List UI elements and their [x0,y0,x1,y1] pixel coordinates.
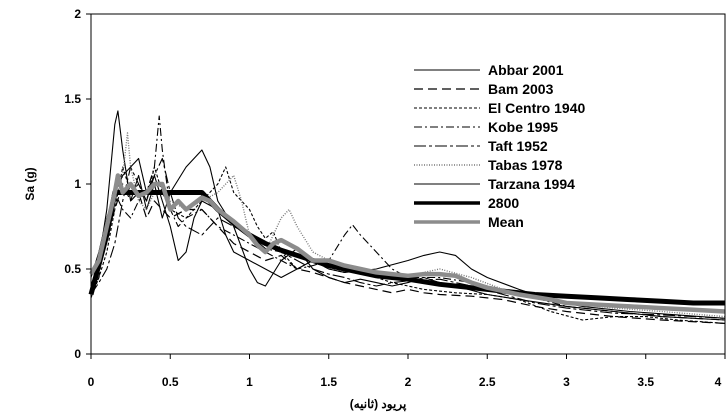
y-axis: 0 0.5 1 1.5 2 [64,7,91,361]
y-tick-label: 1 [74,177,81,191]
legend-label-tabas-1978: Tabas 1978 [488,157,563,173]
x-axis-label: پریود (ثانیه) [350,397,407,412]
legend-label-taft-1952: Taft 1952 [488,138,548,154]
x-tick-label: 3.5 [637,375,654,389]
y-tick-label: 0 [74,347,81,361]
x-tick-label: 4 [715,375,722,389]
series-line-tarzana-1994 [90,157,726,319]
plot-frame [90,13,726,355]
legend-label-mean: Mean [488,214,524,230]
legend-label-kobe-1995: Kobe 1995 [488,119,558,135]
y-tick-label: 0.5 [64,262,81,276]
series-line-kobe-1995 [90,115,726,321]
x-tick-label: 2 [405,375,412,389]
legend: Abbar 2001 Bam 2003 El Centro 1940 Kobe 199… [414,62,585,230]
x-tick-label: 3 [563,375,570,389]
series-line-mean [89,173,726,314]
x-tick-label: 0.5 [162,375,179,389]
legend-label-2800: 2800 [488,195,519,211]
y-tick-label: 1.5 [64,92,81,106]
legend-label-el-centro-1940: El Centro 1940 [488,100,585,116]
series-line-taft-1952 [90,157,726,319]
legend-label-bam-2003: Bam 2003 [488,81,554,97]
legend-label-abbar-2001: Abbar 2001 [488,62,564,78]
x-axis: 0 0.5 1 1.5 2 2.5 3 3.5 4 [88,354,726,389]
x-tick-label: 1.5 [320,375,337,389]
series-line-tabas-1978 [90,132,726,318]
y-tick-label: 2 [74,7,81,21]
series-line-bam-2003 [90,183,726,324]
series-line-abbar-2001 [90,110,726,321]
x-tick-label: 0 [88,375,95,389]
plot-series-group [88,110,726,324]
x-tick-label: 2.5 [479,375,496,389]
x-tick-label: 1 [246,375,253,389]
y-axis-label: Sa (g) [23,167,37,200]
legend-label-tarzana-1994: Tarzana 1994 [488,176,575,192]
